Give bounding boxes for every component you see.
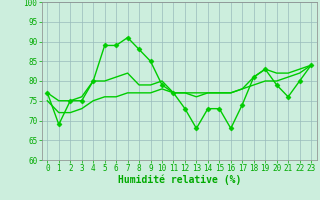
X-axis label: Humidité relative (%): Humidité relative (%) (117, 175, 241, 185)
